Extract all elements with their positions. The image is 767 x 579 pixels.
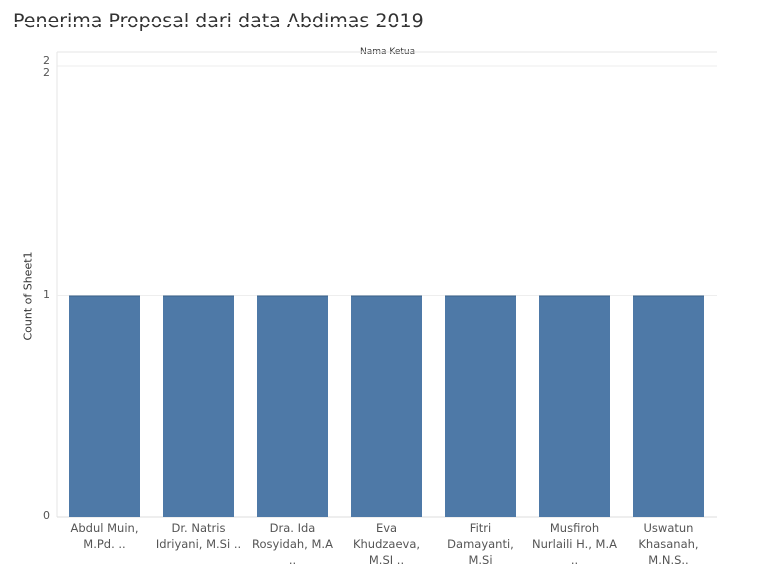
y-tick-label: 1 (43, 287, 50, 301)
x-tick-label: Uswatun Khasanah, M.N.S.. (638, 521, 699, 567)
bar (351, 295, 422, 517)
x-tick-label: Eva Khudzaeva, M.SI .. (352, 521, 421, 567)
bar (633, 295, 704, 517)
bar (539, 295, 610, 517)
y-tick-label-top: 2 (43, 54, 50, 67)
x-tick-label: Abdul Muin, M.Pd. .. (70, 521, 139, 551)
bar (69, 295, 140, 517)
bar (257, 295, 328, 517)
bar (163, 295, 234, 517)
y-tick-label: 0 (43, 509, 50, 522)
x-tick-label: Dra. Ida Rosyidah, M.A .. (252, 521, 333, 567)
x-tick-label: Musfiroh Nurlaili H., M.A .. (532, 521, 617, 567)
y-tick-label: 2 (43, 66, 50, 79)
x-tick-label: Fitri Damayanti, M.Si (447, 521, 514, 567)
x-tick-label: Dr. Natris Idriyani, M.Si .. (155, 521, 242, 551)
title-strike (13, 22, 416, 24)
bar (445, 295, 516, 517)
chart-title: Penerima Proposal dari data Abdimas 2019 (13, 10, 424, 32)
